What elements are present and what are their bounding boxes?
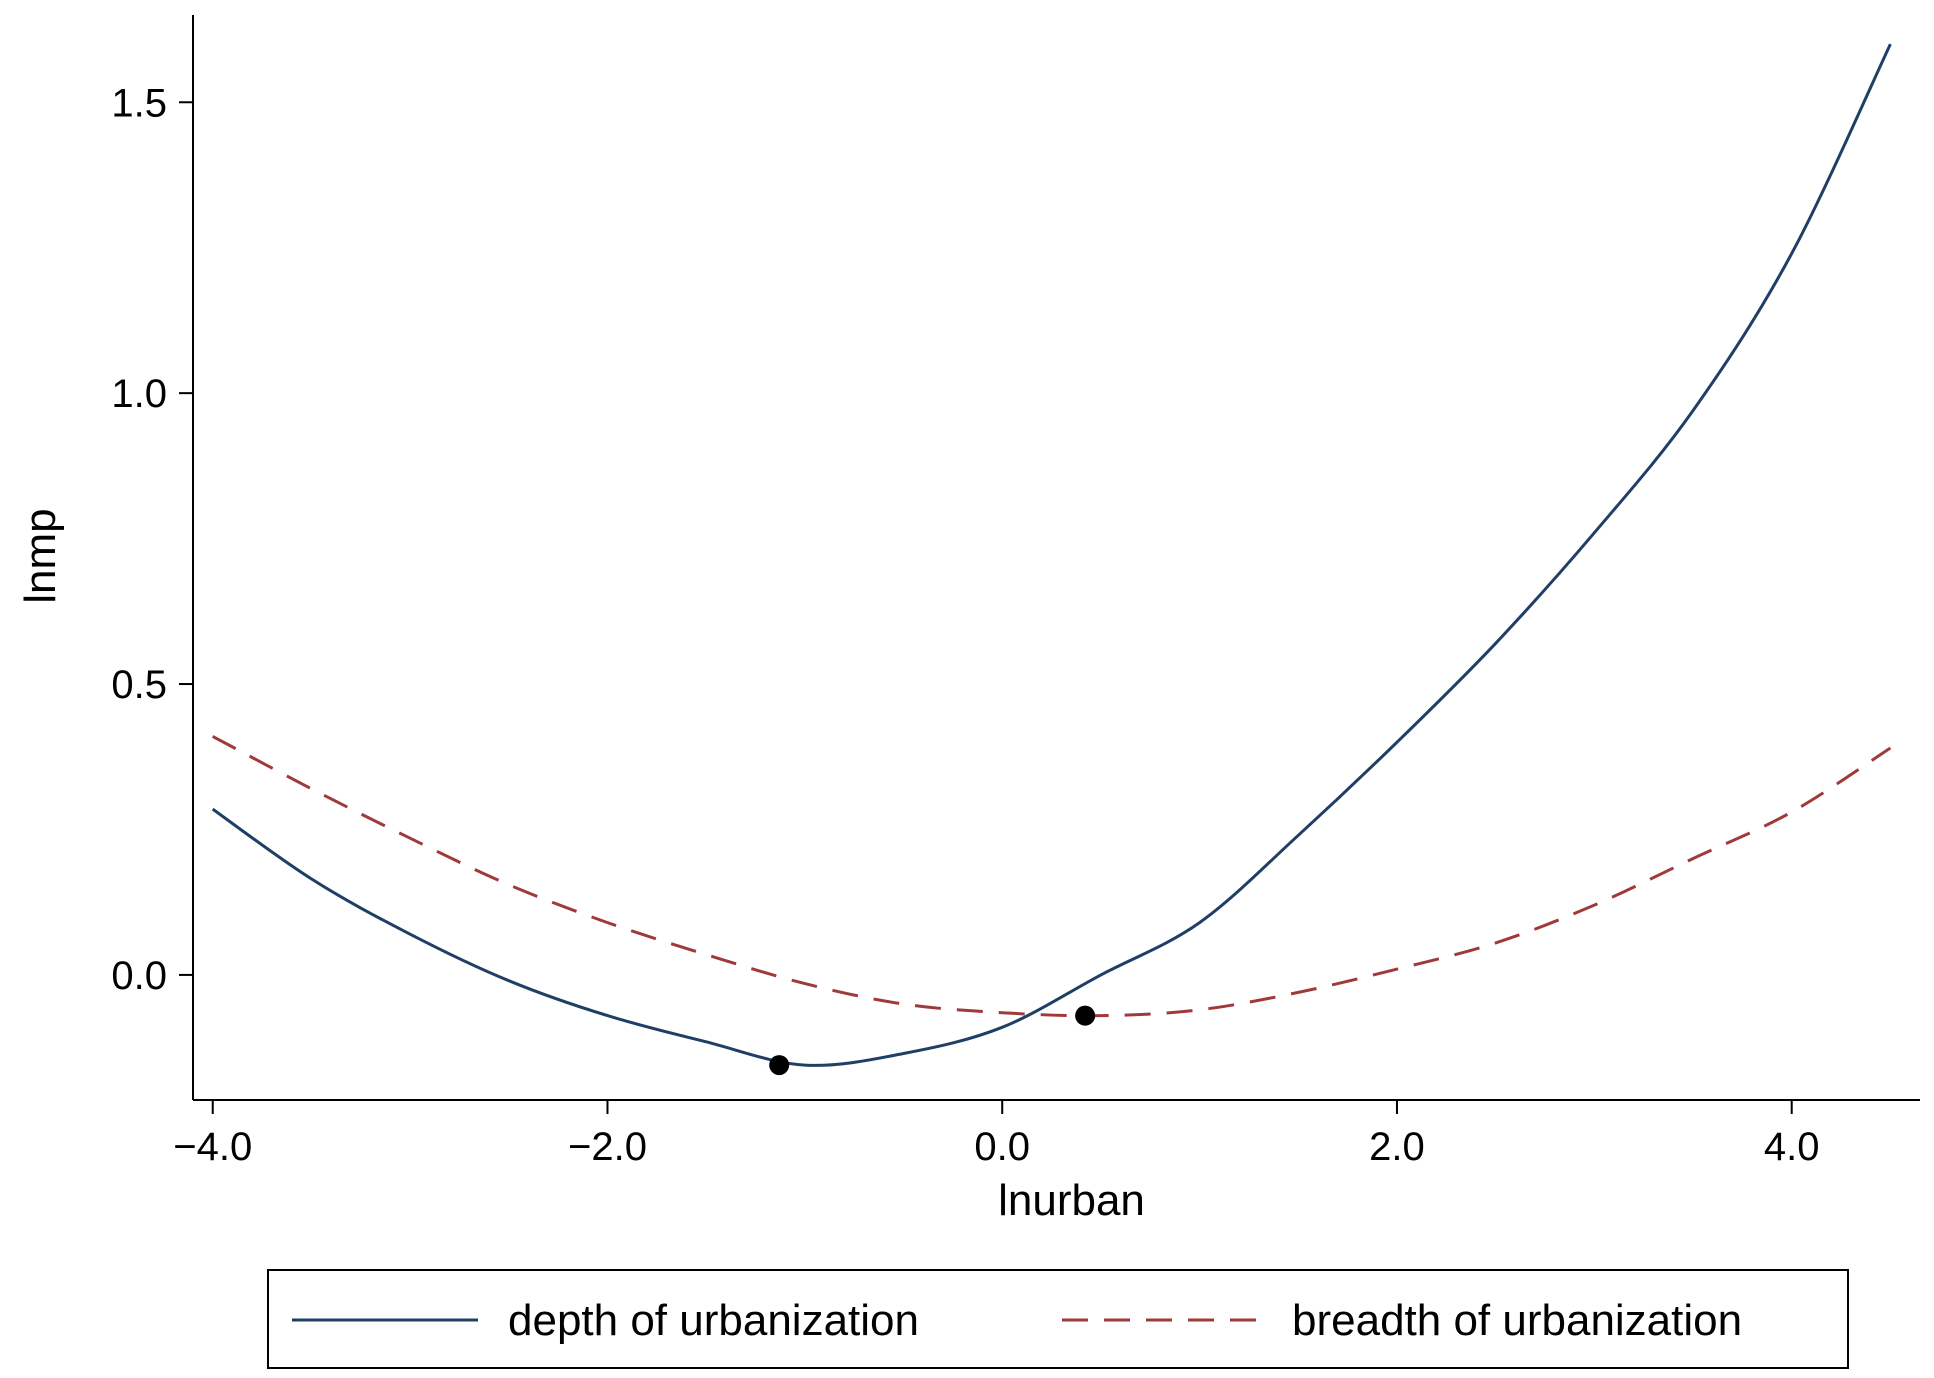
y-tick-label: 1.0 (111, 372, 167, 416)
y-ticks: 0.0 0.5 1.0 1.5 (111, 81, 193, 998)
x-tick-label: 4.0 (1764, 1125, 1820, 1169)
y-tick-label: 0.0 (111, 954, 167, 998)
legend-label-depth: depth of urbanization (508, 1296, 919, 1345)
series-line-depth (211, 43, 1892, 1067)
x-ticks: −4.0 −2.0 0.0 2.0 4.0 (173, 1100, 1820, 1169)
x-tick-label: 0.0 (974, 1125, 1030, 1169)
min-point-marker (769, 1055, 790, 1076)
legend: depth of urbanization breadth of urbaniz… (267, 1269, 1849, 1369)
x-axis-title: lnurban (998, 1176, 1145, 1225)
x-tick-label: −4.0 (173, 1125, 252, 1169)
series-line-breadth (212, 735, 1892, 1018)
x-tick-label: 2.0 (1369, 1125, 1425, 1169)
y-axis-title: lnmp (16, 508, 65, 603)
min-point-marker (1075, 1005, 1096, 1026)
y-tick-label: 1.5 (111, 81, 167, 125)
legend-box (267, 1269, 1849, 1369)
series-layer (211, 43, 1892, 1067)
y-tick-label: 0.5 (111, 663, 167, 707)
x-tick-label: −2.0 (568, 1125, 647, 1169)
min-points (769, 1005, 1096, 1076)
legend-label-breadth: breadth of urbanization (1292, 1296, 1742, 1345)
